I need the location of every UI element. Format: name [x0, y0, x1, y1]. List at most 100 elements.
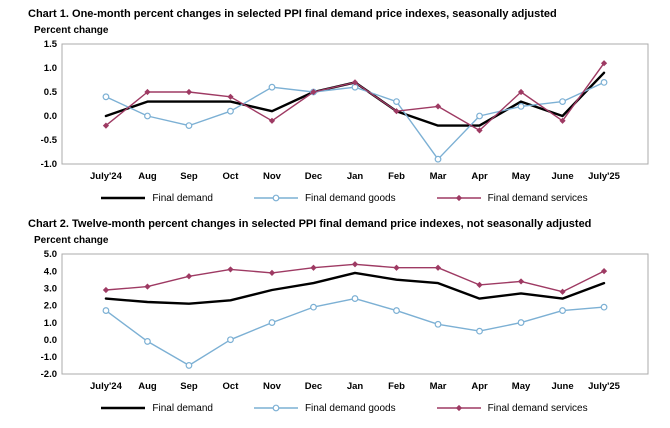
legend-item-final-demand: Final demand — [100, 193, 213, 204]
y-tick-label: 2.0 — [44, 301, 57, 312]
circle-marker-icon — [185, 122, 193, 129]
x-tick-label: Apr — [471, 171, 488, 182]
chart1-y-axis-title: Percent change — [34, 25, 109, 36]
chart1-plot-area: 1.5 1.0 0.5 0.0 -0.5 -1.0 July'24 Aug Sep Oct Nov D… — [41, 39, 649, 182]
circle-marker-icon — [434, 320, 442, 328]
x-tick-label: Aug — [138, 381, 157, 392]
x-tick-label: July'25 — [588, 381, 621, 392]
legend-item-final-demand-goods: Final demand goods — [253, 403, 396, 414]
circle-marker-icon — [310, 303, 317, 311]
chart1-section: Chart 1. One-month percent changes in se… — [28, 8, 660, 206]
diamond-marker-icon — [476, 281, 483, 288]
y-tick-label: -2.0 — [41, 369, 57, 380]
legend-label: Final demand services — [487, 402, 588, 414]
diamond-marker-icon — [310, 88, 317, 96]
y-tick-label: -0.5 — [41, 135, 58, 146]
legend-label: Final demand — [152, 402, 213, 414]
chart1-legend: Final demand Final demand goods Final dema… — [28, 190, 660, 206]
y-tick-label: 5.0 — [44, 249, 57, 260]
circle-marker-icon — [559, 98, 566, 105]
chart2-title: Chart 2. Twelve-month percent changes in… — [28, 218, 592, 230]
x-tick-label: Nov — [263, 171, 282, 182]
final-demand-line-sample-icon — [101, 196, 146, 200]
y-tick-label: -1.0 — [41, 352, 57, 363]
diamond-marker-icon — [434, 264, 442, 271]
diamond-marker-icon — [102, 122, 110, 129]
diamond-marker-icon — [227, 93, 234, 100]
x-tick-label: Nov — [263, 381, 282, 392]
diamond-marker-icon — [559, 288, 566, 295]
legend-item-final-demand: Final demand — [100, 403, 213, 414]
circle-marker-icon — [559, 307, 566, 314]
final-demand-services-line-sample-icon — [436, 194, 481, 202]
diamond-marker-icon — [393, 264, 400, 271]
series-line-final-demand — [104, 271, 606, 305]
circle-marker-icon — [434, 155, 442, 163]
diamond-marker-icon — [476, 127, 483, 134]
y-tick-label: 0.0 — [44, 111, 57, 122]
x-tick-label: Mar — [430, 381, 447, 392]
final-demand-goods-line-sample-icon — [253, 404, 298, 412]
diamond-marker-icon — [517, 88, 525, 96]
circle-marker-icon — [268, 319, 276, 326]
x-tick-label: Mar — [430, 171, 447, 182]
x-tick-label: July'25 — [588, 171, 621, 182]
y-tick-label: 4.0 — [44, 266, 57, 277]
y-tick-label: 1.0 — [44, 63, 57, 74]
x-tick-label: Aug — [138, 171, 157, 182]
x-tick-label: July'24 — [90, 171, 123, 182]
diamond-marker-icon — [434, 103, 442, 110]
circle-marker-icon — [393, 307, 400, 314]
chart2-plot-area: 5.0 4.0 3.0 2.0 1.0 0.0 -1.0 -2.0 July'24 Aug Sep O… — [41, 249, 649, 392]
final-demand-line-sample-icon — [101, 406, 146, 410]
y-tick-label: 0.0 — [44, 335, 57, 346]
chart1-title: Chart 1. One-month percent changes in se… — [28, 8, 557, 20]
diamond-marker-icon — [600, 60, 608, 67]
x-tick-label: Feb — [388, 171, 405, 182]
x-tick-label: Dec — [305, 381, 322, 392]
legend-item-final-demand-goods: Final demand goods — [253, 193, 396, 204]
x-tick-label: Dec — [305, 171, 322, 182]
chart2-legend: Final demand Final demand goods Final dema… — [28, 400, 660, 416]
x-tick-label: May — [512, 171, 531, 182]
circle-marker-icon — [268, 83, 276, 91]
circle-marker-icon — [600, 79, 608, 86]
circle-marker-icon — [517, 319, 525, 326]
diamond-marker-icon — [268, 117, 276, 124]
legend-item-final-demand-services: Final demand services — [436, 193, 588, 204]
circle-marker-icon — [144, 338, 151, 345]
diamond-marker-icon — [517, 278, 525, 285]
final-demand-goods-line-sample-icon — [253, 194, 298, 202]
y-tick-label: 3.0 — [44, 283, 57, 294]
x-tick-label: Oct — [223, 381, 240, 392]
ppi-charts-page: Chart 1. One-month percent changes in se… — [28, 8, 660, 416]
diamond-marker-icon — [351, 261, 359, 268]
chart2-section: Chart 2. Twelve-month percent changes in… — [28, 218, 660, 416]
x-tick-label: Sep — [180, 381, 198, 392]
circle-marker-icon — [393, 98, 400, 105]
y-tick-label: 0.5 — [44, 87, 58, 98]
x-tick-label: June — [551, 381, 573, 392]
x-tick-label: Oct — [223, 171, 240, 182]
legend-label: Final demand services — [487, 192, 588, 204]
chart2-y-axis-title: Percent change — [34, 235, 109, 246]
final-demand-services-line-sample-icon — [436, 404, 481, 412]
x-tick-label: July'24 — [90, 381, 123, 392]
x-tick-label: Jan — [347, 381, 364, 392]
y-tick-label: 1.0 — [44, 318, 57, 329]
circle-marker-icon — [476, 112, 483, 120]
y-tick-label: -1.0 — [41, 159, 57, 170]
x-tick-label: June — [551, 171, 573, 182]
x-tick-label: Sep — [180, 171, 198, 182]
diamond-marker-icon — [559, 117, 566, 124]
legend-label: Final demand — [152, 192, 213, 204]
circle-marker-icon — [476, 327, 483, 335]
diamond-marker-icon — [310, 264, 317, 271]
circle-marker-icon — [227, 336, 234, 344]
circle-marker-icon — [517, 102, 525, 110]
diamond-marker-icon — [144, 88, 151, 96]
circle-marker-icon — [227, 107, 234, 115]
circle-marker-icon — [185, 362, 193, 369]
legend-label: Final demand goods — [304, 192, 396, 204]
circle-marker-icon — [351, 295, 359, 302]
